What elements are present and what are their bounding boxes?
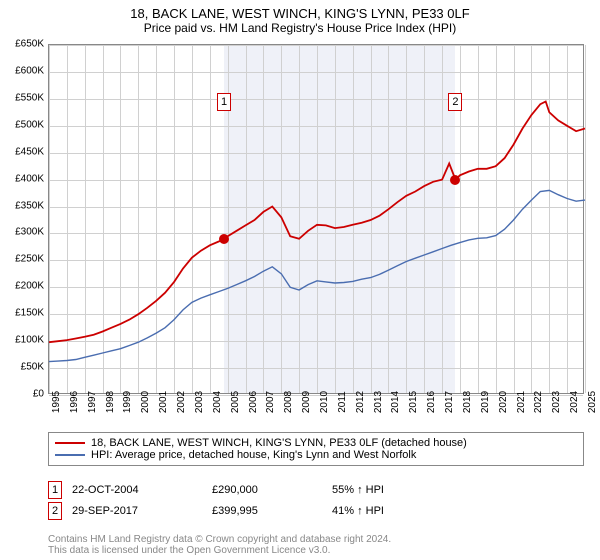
x-tick-label: 1996 [69, 391, 80, 413]
x-tick-label: 2005 [230, 391, 241, 413]
chart-subtitle: Price paid vs. HM Land Registry's House … [0, 21, 600, 35]
line-chart-svg [49, 45, 583, 393]
y-tick-label: £550K [15, 92, 44, 103]
x-tick-label: 1995 [51, 391, 62, 413]
chart-plot-area: 12 [48, 44, 584, 394]
y-tick-label: £450K [15, 146, 44, 157]
x-tick-label: 2008 [283, 391, 294, 413]
y-tick-label: £400K [15, 173, 44, 184]
sale-delta: 41% ↑ HPI [332, 505, 384, 517]
legend-row: HPI: Average price, detached house, King… [55, 449, 577, 461]
sale-row-marker: 1 [48, 481, 62, 499]
x-tick-label: 2023 [551, 391, 562, 413]
x-tick-label: 2007 [265, 391, 276, 413]
sale-delta: 55% ↑ HPI [332, 484, 384, 496]
x-tick-label: 2013 [373, 391, 384, 413]
x-tick-label: 2011 [337, 391, 348, 413]
x-tick-label: 2025 [587, 391, 598, 413]
y-tick-label: £300K [15, 227, 44, 238]
x-tick-label: 2015 [408, 391, 419, 413]
footer-line-1: Contains HM Land Registry data © Crown c… [48, 534, 391, 545]
x-tick-label: 2001 [158, 391, 169, 413]
y-tick-label: £200K [15, 281, 44, 292]
x-tick-label: 1998 [105, 391, 116, 413]
footer-text: Contains HM Land Registry data © Crown c… [48, 534, 391, 556]
sale-date: 29-SEP-2017 [72, 505, 202, 517]
x-tick-label: 2021 [516, 391, 527, 413]
sale-row: 2 29-SEP-2017 £399,995 41% ↑ HPI [48, 502, 584, 520]
y-tick-label: £150K [15, 308, 44, 319]
y-tick-label: £350K [15, 200, 44, 211]
sale-row: 1 22-OCT-2004 £290,000 55% ↑ HPI [48, 481, 584, 499]
x-tick-label: 2000 [140, 391, 151, 413]
legend-color-swatch [55, 442, 85, 444]
legend-box: 18, BACK LANE, WEST WINCH, KING'S LYNN, … [48, 432, 584, 466]
y-tick-label: £650K [15, 39, 44, 50]
sale-dot-2 [450, 175, 460, 185]
x-tick-label: 2004 [212, 391, 223, 413]
x-tick-label: 2018 [462, 391, 473, 413]
x-tick-label: 2006 [248, 391, 259, 413]
footer-line-2: This data is licensed under the Open Gov… [48, 545, 391, 556]
sale-row-marker: 2 [48, 502, 62, 520]
sale-marker-1: 1 [217, 93, 231, 111]
legend-color-swatch [55, 454, 85, 456]
x-tick-label: 1999 [122, 391, 133, 413]
y-tick-label: £600K [15, 65, 44, 76]
x-tick-label: 2017 [444, 391, 455, 413]
legend-label: 18, BACK LANE, WEST WINCH, KING'S LYNN, … [91, 437, 467, 449]
sale-dot-1 [219, 234, 229, 244]
legend-label: HPI: Average price, detached house, King… [91, 449, 416, 461]
y-tick-label: £50K [21, 362, 44, 373]
v-gridline [585, 45, 586, 393]
legend-row: 18, BACK LANE, WEST WINCH, KING'S LYNN, … [55, 437, 577, 449]
x-tick-label: 1997 [87, 391, 98, 413]
y-tick-label: £500K [15, 119, 44, 130]
series-property [49, 102, 585, 343]
x-tick-label: 2024 [569, 391, 580, 413]
chart-title: 18, BACK LANE, WEST WINCH, KING'S LYNN, … [0, 6, 600, 21]
sale-price: £399,995 [212, 505, 322, 517]
sale-marker-2: 2 [448, 93, 462, 111]
x-tick-label: 2003 [194, 391, 205, 413]
x-tick-label: 2009 [301, 391, 312, 413]
x-tick-label: 2016 [426, 391, 437, 413]
y-tick-label: £250K [15, 254, 44, 265]
x-tick-label: 2002 [176, 391, 187, 413]
sale-price: £290,000 [212, 484, 322, 496]
x-tick-label: 2010 [319, 391, 330, 413]
sales-table: 1 22-OCT-2004 £290,000 55% ↑ HPI 2 29-SEP-201… [48, 478, 584, 523]
sale-date: 22-OCT-2004 [72, 484, 202, 496]
x-tick-label: 2020 [498, 391, 509, 413]
x-tick-label: 2014 [390, 391, 401, 413]
x-tick-label: 2012 [355, 391, 366, 413]
x-tick-label: 2019 [480, 391, 491, 413]
x-tick-label: 2022 [533, 391, 544, 413]
y-tick-label: £0 [33, 389, 44, 400]
series-hpi [49, 190, 585, 361]
y-tick-label: £100K [15, 335, 44, 346]
